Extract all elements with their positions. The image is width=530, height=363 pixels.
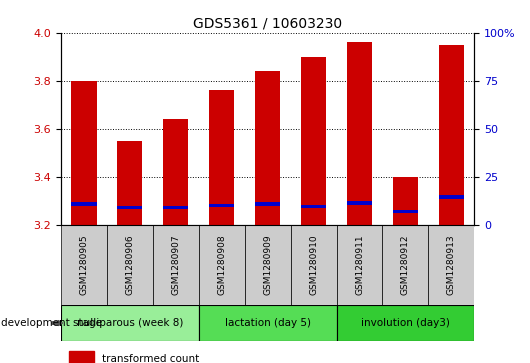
Bar bbox=[290, 225, 337, 305]
Bar bbox=[347, 42, 372, 225]
Bar bbox=[393, 210, 418, 213]
Bar bbox=[301, 57, 326, 225]
Bar bbox=[439, 45, 464, 225]
Bar bbox=[71, 203, 96, 206]
Bar bbox=[245, 225, 290, 305]
Text: involution (day3): involution (day3) bbox=[361, 318, 450, 328]
Bar bbox=[209, 90, 234, 225]
Bar bbox=[61, 225, 107, 305]
Bar bbox=[69, 351, 94, 363]
Text: GSM1280910: GSM1280910 bbox=[309, 234, 318, 295]
Text: GSM1280906: GSM1280906 bbox=[126, 234, 134, 295]
Bar bbox=[337, 225, 383, 305]
Text: development stage: development stage bbox=[1, 318, 102, 328]
Bar bbox=[117, 206, 143, 209]
Bar bbox=[199, 305, 337, 341]
Bar bbox=[61, 305, 199, 341]
Text: lactation (day 5): lactation (day 5) bbox=[225, 318, 311, 328]
Bar bbox=[439, 195, 464, 199]
Bar bbox=[301, 205, 326, 208]
Text: GSM1280909: GSM1280909 bbox=[263, 234, 272, 295]
Bar bbox=[347, 201, 372, 205]
Bar bbox=[383, 225, 428, 305]
Bar bbox=[153, 225, 199, 305]
Bar bbox=[255, 71, 280, 225]
Bar bbox=[337, 305, 474, 341]
Text: GSM1280908: GSM1280908 bbox=[217, 234, 226, 295]
Text: GSM1280912: GSM1280912 bbox=[401, 235, 410, 295]
Bar bbox=[117, 141, 143, 225]
Text: transformed count: transformed count bbox=[102, 354, 199, 363]
Text: GSM1280907: GSM1280907 bbox=[171, 234, 180, 295]
Bar bbox=[163, 119, 189, 225]
Text: GSM1280913: GSM1280913 bbox=[447, 234, 456, 295]
Text: GSM1280905: GSM1280905 bbox=[80, 234, 89, 295]
Bar bbox=[71, 81, 96, 225]
Bar bbox=[209, 204, 234, 207]
Bar bbox=[255, 203, 280, 206]
Bar bbox=[107, 225, 153, 305]
Title: GDS5361 / 10603230: GDS5361 / 10603230 bbox=[193, 16, 342, 30]
Text: nulliparous (week 8): nulliparous (week 8) bbox=[77, 318, 183, 328]
Bar bbox=[163, 206, 189, 209]
Bar bbox=[428, 225, 474, 305]
Bar bbox=[393, 177, 418, 225]
Bar bbox=[199, 225, 245, 305]
Text: GSM1280911: GSM1280911 bbox=[355, 234, 364, 295]
